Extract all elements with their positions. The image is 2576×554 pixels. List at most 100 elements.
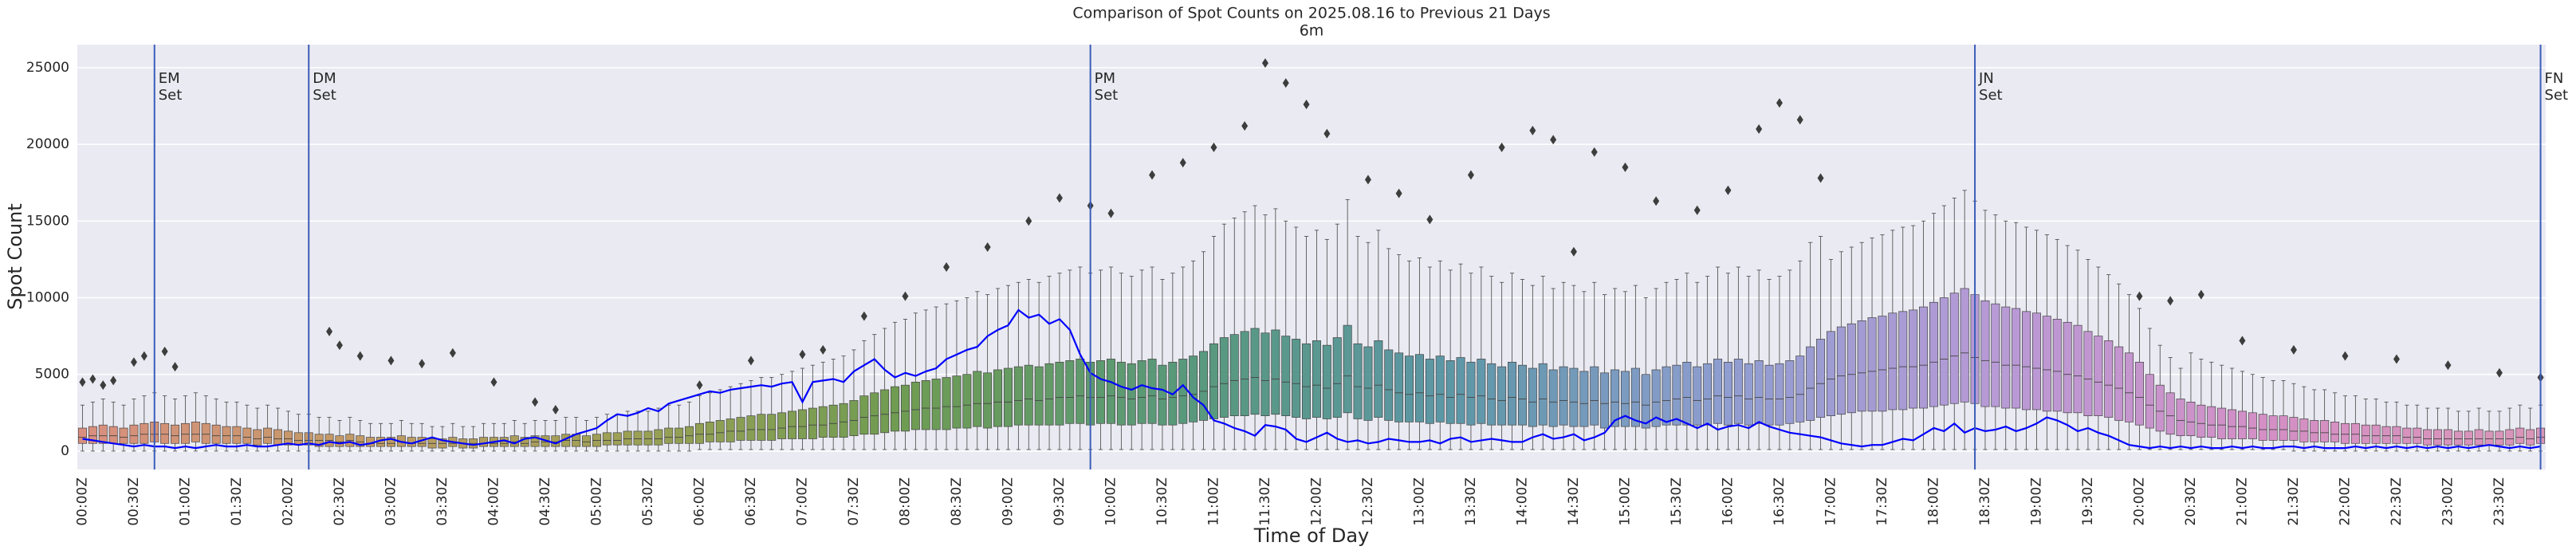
box: [140, 422, 149, 444]
outlier: [552, 404, 559, 415]
x-tick-label: 16:00Z: [1720, 477, 1736, 526]
box: [839, 403, 848, 438]
x-tick-label: 00:30Z: [126, 477, 142, 526]
box: [273, 429, 283, 446]
box: [1250, 328, 1260, 415]
outlier: [1550, 135, 1557, 145]
box: [1312, 340, 1321, 418]
x-tick-label: 19:30Z: [2080, 477, 2096, 526]
box: [1775, 363, 1784, 426]
box: [767, 414, 777, 441]
box: [2217, 407, 2227, 439]
box: [1106, 359, 1115, 424]
outlier: [2239, 336, 2246, 346]
outlier: [747, 356, 754, 366]
box: [777, 412, 787, 439]
x-tick-label: 19:00Z: [2028, 477, 2044, 526]
box: [1693, 366, 1702, 426]
box: [2381, 426, 2391, 444]
trend-line: [82, 308, 2541, 450]
box: [1579, 371, 1589, 427]
outlier: [1498, 142, 1505, 152]
outlier: [860, 311, 867, 321]
box: [1271, 329, 1280, 415]
box: [664, 427, 674, 444]
box: [910, 381, 920, 430]
box: [1456, 357, 1465, 424]
plot-background: [77, 45, 2546, 470]
box: [623, 430, 632, 446]
box: [736, 417, 745, 441]
x-tick-label: 23:30Z: [2491, 477, 2507, 526]
outlier: [696, 380, 703, 391]
x-tick-label: 06:30Z: [743, 477, 759, 526]
box: [2165, 392, 2175, 435]
box: [1445, 360, 1455, 424]
outlier: [2290, 344, 2297, 355]
box: [2495, 430, 2504, 446]
outlier: [1241, 120, 1249, 131]
box: [859, 395, 869, 435]
box: [952, 375, 962, 429]
box: [828, 404, 838, 438]
box: [2413, 427, 2422, 444]
box: [293, 432, 303, 446]
outlier: [1570, 246, 1577, 257]
box: [1528, 367, 1537, 427]
x-tick-label: 20:30Z: [2183, 477, 2199, 526]
box: [551, 435, 560, 447]
box: [2310, 420, 2319, 442]
event-label: Set: [2545, 87, 2569, 104]
event-label: PM: [1095, 70, 1115, 87]
box: [1219, 337, 1229, 418]
box: [808, 407, 817, 439]
box: [1764, 364, 1774, 426]
box: [211, 424, 221, 444]
box: [1816, 339, 1826, 418]
x-tick-label: 22:00Z: [2337, 477, 2353, 526]
x-tick-label: 06:00Z: [691, 477, 707, 526]
x-tick-label: 04:00Z: [486, 477, 501, 526]
box: [1939, 297, 1949, 406]
outlier: [161, 346, 168, 356]
y-tick-label: 10000: [26, 289, 69, 305]
x-tick-label: 01:00Z: [177, 477, 193, 526]
outlier: [1364, 175, 1371, 185]
box: [1497, 366, 1507, 426]
y-tick-label: 20000: [26, 136, 69, 152]
box: [602, 432, 612, 446]
box: [746, 415, 756, 441]
box: [1332, 337, 1342, 418]
x-tick-label: 22:30Z: [2389, 477, 2405, 526]
x-tick-label: 02:30Z: [332, 477, 348, 526]
box: [222, 426, 231, 444]
box: [1703, 363, 1713, 426]
box: [2042, 316, 2051, 412]
box: [2526, 429, 2535, 446]
box: [870, 392, 879, 435]
box: [973, 371, 982, 427]
box: [1137, 360, 1146, 424]
event-label: DM: [313, 70, 336, 87]
box: [2001, 306, 2011, 409]
box: [612, 432, 622, 446]
box: [1405, 356, 1414, 422]
x-tick-label: 12:00Z: [1308, 477, 1324, 526]
box: [1754, 360, 1764, 424]
x-tick-label: 15:30Z: [1669, 477, 1685, 526]
box: [1538, 363, 1548, 426]
box: [1980, 300, 1990, 407]
box: [674, 427, 684, 444]
x-tick-label: 12:30Z: [1360, 477, 1376, 526]
box: [2207, 406, 2216, 438]
outlier: [2197, 289, 2204, 300]
box: [1024, 364, 1033, 426]
box: [2063, 321, 2072, 414]
box: [931, 379, 941, 430]
box: [2330, 422, 2340, 442]
box: [520, 437, 529, 447]
box: [2340, 422, 2350, 444]
box: [1199, 351, 1209, 421]
